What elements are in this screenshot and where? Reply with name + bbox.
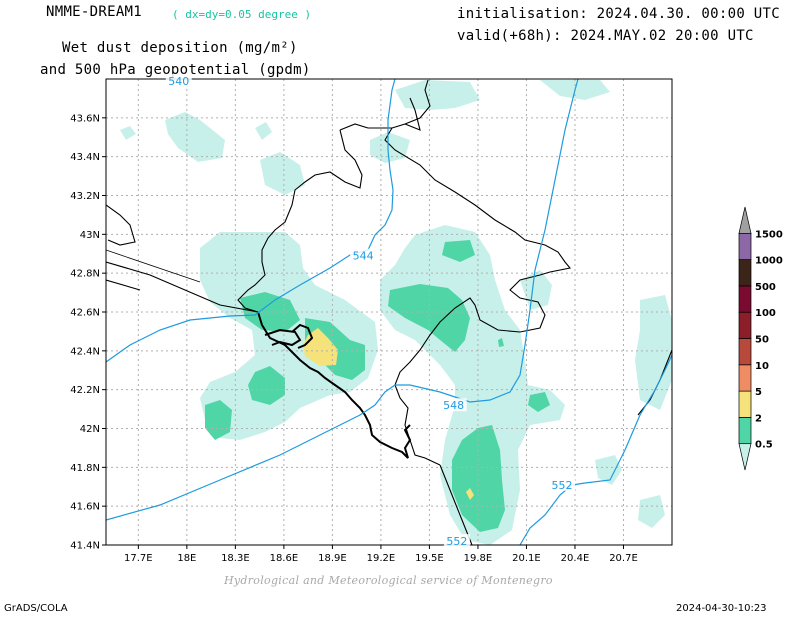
legend-level-label: 2 <box>755 413 762 424</box>
legend-level-label: 1500 <box>755 229 783 240</box>
valid-time: valid(+68h): 2024.MAY.02 20:00 UTC <box>457 28 754 44</box>
y-tick-label: 41.8N <box>70 463 100 474</box>
y-tick-label: 43N <box>80 230 100 241</box>
legend-swatch <box>738 443 752 471</box>
legend-swatch <box>738 285 752 313</box>
y-tick-label: 43.2N <box>70 191 100 202</box>
y-tick-label: 42.6N <box>70 308 100 319</box>
chart-title-line2: and 500 hPa geopotential (gpdm) <box>40 62 311 78</box>
y-tick-label: 42N <box>80 424 100 435</box>
legend-swatch <box>738 206 752 234</box>
x-tick-label: 20.4E <box>561 553 590 564</box>
legend-swatch <box>738 390 752 418</box>
x-tick-label: 20.1E <box>512 553 541 564</box>
resolution-note: ( dx=dy=0.05 degree ) <box>172 8 312 21</box>
legend-swatch <box>738 259 752 287</box>
legend-swatch <box>738 232 752 260</box>
y-tick-label: 42.8N <box>70 269 100 280</box>
kotor-bay <box>264 323 314 349</box>
contour-label: 552 <box>552 479 573 492</box>
legend-level-label: 0.5 <box>755 440 773 451</box>
contour-label-bg <box>440 398 467 412</box>
legend-level-label: 1000 <box>755 256 783 267</box>
contour-label: 544 <box>353 250 374 263</box>
x-tick-label: 18.9E <box>318 553 347 564</box>
contour-label: 548 <box>443 399 464 412</box>
legend-level-label: 500 <box>755 282 776 293</box>
legend-level-label: 5 <box>755 387 762 398</box>
y-tick-label: 43.6N <box>70 113 100 124</box>
country-borders <box>106 79 672 545</box>
legend-swatch <box>738 338 752 366</box>
legend-level-label: 50 <box>755 335 769 346</box>
model-name: NMME-DREAM1 <box>46 4 143 20</box>
legend-level-label: 10 <box>755 361 769 372</box>
y-tick-label: 42.4N <box>70 346 100 357</box>
contour-label-bg <box>350 248 377 262</box>
legend-level-label: 100 <box>755 308 776 319</box>
legend-swatch <box>738 311 752 339</box>
y-tick-label: 42.2N <box>70 385 100 396</box>
contour-label-bg <box>443 534 470 548</box>
x-tick-label: 20.7E <box>609 553 638 564</box>
x-tick-label: 19.8E <box>464 553 493 564</box>
x-tick-label: 17.7E <box>124 553 153 564</box>
x-tick-label: 19.2E <box>367 553 396 564</box>
legend-swatch <box>738 417 752 445</box>
dust-deposition-field <box>120 80 672 545</box>
software-label: GrADS/COLA <box>4 603 68 614</box>
x-axis-ticks: 17.7E 18E 18.3E 18.6E 18.9E 19.2E 19.5E 19.8E 20… <box>124 545 638 564</box>
coastline <box>257 311 412 459</box>
timestamp-label: 2024-04-30-10:23 <box>676 603 767 614</box>
x-tick-label: 18E <box>177 553 196 564</box>
y-tick-label: 41.6N <box>70 502 100 513</box>
credit-line: Hydrological and Meteorological service … <box>224 574 553 587</box>
legend-colorbar: 0.5 2 5 10 50 100 500 1000 1500 <box>738 206 783 471</box>
y-axis-ticks: 41.4N 41.6N 41.8N 42N 42.2N 42.4N 42.6N 42.8N 43… <box>70 113 106 552</box>
init-time: initialisation: 2024.04.30. 00:00 UTC <box>457 6 780 22</box>
y-tick-label: 43.4N <box>70 152 100 163</box>
contour-label-bg <box>549 477 576 491</box>
contour-label-bg <box>165 73 192 87</box>
y-tick-label: 41.4N <box>70 541 100 552</box>
contour-label: 540 <box>168 75 189 88</box>
x-tick-label: 18.3E <box>221 553 250 564</box>
contour-labels: 540 544 548 552 552 <box>165 73 576 548</box>
lat-lon-grid <box>106 79 672 545</box>
chart-title-line1: Wet dust deposition (mg/m²) <box>62 40 298 56</box>
contour-label: 552 <box>446 535 467 548</box>
x-tick-label: 18.6E <box>270 553 299 564</box>
legend-swatch <box>738 364 752 392</box>
x-tick-label: 19.5E <box>415 553 444 564</box>
